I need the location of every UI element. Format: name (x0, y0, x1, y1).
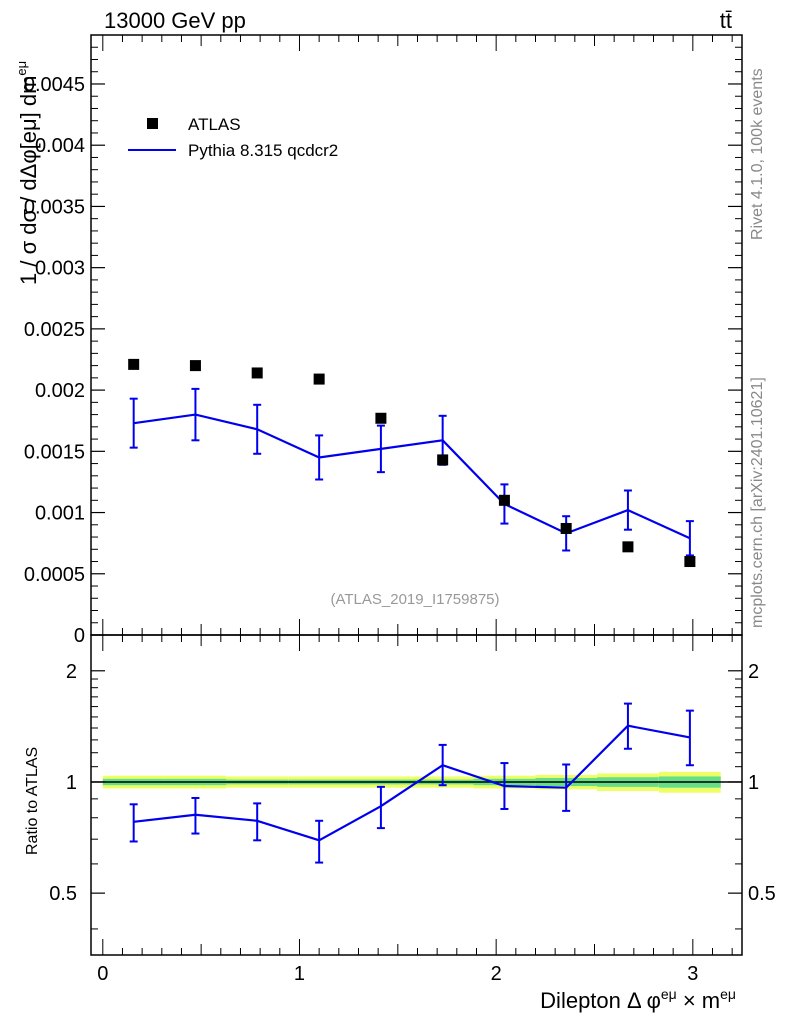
main-y-tick-label: 0 (74, 625, 85, 647)
legend-atlas-label: ATLAS (188, 115, 241, 134)
main-y-tick-label: 0.0015 (24, 441, 85, 463)
main-y-tick-label: 0.0035 (24, 196, 85, 218)
atlas-point (375, 412, 387, 424)
main-y-tick-label: 0.004 (35, 135, 85, 157)
atlas-point (189, 360, 201, 372)
ratio-series (129, 702, 694, 864)
ratio-y-tick-label-right: 0.5 (748, 883, 776, 905)
mcplots-label: mcplots.cern.ch [arXiv:2401.10621] (749, 377, 766, 628)
x-tick-label: 2 (491, 963, 502, 985)
atlas-point (437, 454, 449, 466)
main-y-axis-title: 1 / σ dσ / dΔφ[eμ] dmeμ (14, 61, 41, 285)
atlas-point (684, 556, 696, 568)
atlas-series (128, 358, 696, 568)
atlas-point (498, 494, 510, 506)
atlas-point (128, 358, 140, 370)
ratio-y-tick-label: 0.5 (49, 883, 77, 905)
ratio-y-tick-label: 2 (66, 661, 77, 683)
ratio-y-tick-label: 1 (66, 772, 77, 794)
atlas-point (560, 522, 572, 534)
ratio-y-axis-label: Ratio to ATLAS (24, 747, 41, 855)
pythia-line (133, 413, 691, 540)
legend-pythia-label: Pythia 8.315 qcdcr2 (188, 141, 338, 160)
atlas-point (251, 367, 263, 379)
analysis-watermark: (ATLAS_2019_I1759875) (330, 591, 499, 608)
x-axis-label: Dilepton Δ φeμ × meμ (540, 986, 736, 1013)
main-y-tick-label: 0.0005 (24, 564, 85, 586)
mc-series (129, 387, 694, 557)
atlas-point (622, 541, 634, 553)
main-y-tick-label: 0.0025 (24, 319, 85, 341)
x-tick-label: 3 (687, 963, 698, 985)
main-panel: 0 0.0005 0.001 0.0015 0.002 0.0025 0.003 0.0035… (14, 34, 743, 647)
atlas-point (313, 373, 325, 385)
main-y-tick-label: 0.002 (35, 380, 85, 402)
process-label: tt̄ (720, 8, 732, 33)
legend: ATLAS Pythia 8.315 qcdcr2 (128, 115, 338, 160)
main-x-ticks (102, 35, 733, 635)
x-tick-label: 0 (97, 963, 108, 985)
ratio-line (133, 724, 691, 842)
ratio-y-axis: 0.5 0.5 1 1 2 2 (49, 661, 776, 930)
main-y-tick-label: 0.001 (35, 503, 85, 525)
ratio-frame (90, 634, 743, 956)
rivet-version-label: Rivet 4.1.0, 100k events (749, 68, 766, 240)
main-y-axis-label: 1 / σ dσ / dΔφ[eμ] dmeμ (14, 61, 41, 285)
ratio-y-tick-label-right: 1 (748, 772, 759, 794)
main-y-axis: 0 0.0005 0.001 0.0015 0.002 0.0025 0.003 0.0035… (24, 34, 742, 647)
ratio-y-tick-label-right: 2 (748, 661, 759, 683)
main-y-tick-label: 0.003 (35, 258, 85, 280)
x-tick-label: 1 (294, 963, 305, 985)
energy-label: 13000 GeV pp (104, 8, 246, 33)
ratio-x-axis: 0 1 2 3 (97, 635, 733, 985)
main-y-tick-label: 0.0045 (24, 74, 85, 96)
legend-atlas-marker (147, 118, 158, 129)
ratio-panel: 0.5 0.5 1 1 2 2 0 1 2 3 Ratio to ATLAS (24, 634, 776, 985)
